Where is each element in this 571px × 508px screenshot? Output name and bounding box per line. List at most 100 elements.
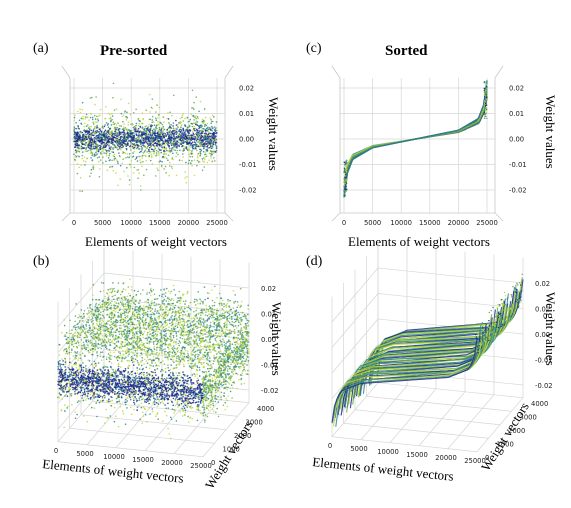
data-point <box>178 290 180 293</box>
data-point <box>78 144 81 147</box>
data-point <box>121 344 123 346</box>
data-point <box>213 326 215 328</box>
data-point <box>485 87 488 90</box>
data-point <box>104 346 107 349</box>
data-point <box>156 304 158 307</box>
data-point <box>178 159 181 161</box>
data-point <box>182 153 184 155</box>
data-point <box>154 127 157 129</box>
data-point <box>78 333 80 336</box>
data-point <box>122 330 124 333</box>
data-point <box>122 142 125 144</box>
x-axis-label-c: Elements of weight vectors <box>348 234 490 249</box>
data-point <box>142 136 144 139</box>
data-point <box>182 130 185 132</box>
sorted-curve <box>343 92 488 192</box>
data-point <box>484 117 486 119</box>
data-point <box>108 145 110 147</box>
data-point <box>105 347 108 350</box>
data-point <box>136 320 139 322</box>
data-point <box>141 341 143 344</box>
data-point <box>204 129 206 131</box>
data-point <box>77 342 80 344</box>
data-point <box>113 146 115 148</box>
data-point <box>168 298 171 301</box>
data-point <box>195 131 198 134</box>
data-point <box>81 151 84 153</box>
data-point <box>151 131 154 134</box>
data-point <box>108 332 110 335</box>
data-point <box>123 141 126 143</box>
data-point <box>108 331 111 333</box>
data-point <box>169 335 171 338</box>
data-point <box>81 101 84 104</box>
data-point <box>172 336 175 339</box>
data-point <box>192 365 195 367</box>
data-point <box>215 332 217 334</box>
data-point <box>161 343 164 346</box>
data-point <box>150 156 153 159</box>
data-point <box>116 306 118 309</box>
data-point <box>203 158 206 161</box>
data-point <box>154 138 156 141</box>
data-point <box>98 299 101 301</box>
data-point <box>201 120 203 123</box>
data-point <box>222 338 224 340</box>
data-point <box>160 325 163 327</box>
data-point <box>207 130 209 133</box>
data-point <box>111 115 114 117</box>
data-point <box>97 115 100 117</box>
data-point <box>203 157 205 159</box>
data-point <box>115 322 117 324</box>
data-point <box>216 309 218 312</box>
data-point <box>202 301 204 303</box>
data-point <box>231 321 234 323</box>
data-point <box>124 152 127 155</box>
data-point <box>121 136 124 138</box>
data-point <box>93 128 95 130</box>
data-point <box>185 129 187 131</box>
data-point <box>195 316 197 319</box>
data-point <box>210 129 212 131</box>
data-point <box>94 317 97 319</box>
data-point <box>90 143 93 146</box>
data-point <box>75 121 77 124</box>
data-point <box>135 293 138 296</box>
data-point <box>211 316 213 319</box>
data-point <box>166 315 168 318</box>
data-point <box>138 151 141 154</box>
data-point <box>129 139 132 142</box>
data-point <box>106 169 109 172</box>
data-point <box>143 174 145 176</box>
data-point <box>115 108 118 110</box>
data-point <box>103 322 106 325</box>
data-point <box>158 128 161 131</box>
data-point <box>76 351 79 353</box>
data-point <box>208 142 211 145</box>
data-point <box>170 142 172 145</box>
data-point <box>189 144 192 147</box>
data-point <box>228 336 230 338</box>
data-point <box>204 333 206 335</box>
data-point <box>117 148 119 151</box>
data-point <box>344 164 346 167</box>
data-point <box>93 153 96 156</box>
data-point <box>167 346 169 349</box>
data-point <box>105 333 107 336</box>
data-point <box>105 306 107 308</box>
data-point <box>72 337 74 340</box>
data-point <box>159 135 161 137</box>
data-point <box>81 138 83 141</box>
data-point <box>91 134 94 136</box>
data-point <box>192 340 194 342</box>
data-point <box>96 153 98 155</box>
data-point <box>203 145 205 148</box>
data-point <box>111 165 114 168</box>
data-point <box>183 137 185 140</box>
data-point <box>204 355 207 358</box>
data-point <box>193 133 195 136</box>
data-point <box>162 116 164 118</box>
data-point <box>104 295 106 298</box>
data-point <box>100 153 103 156</box>
data-point <box>132 301 135 304</box>
